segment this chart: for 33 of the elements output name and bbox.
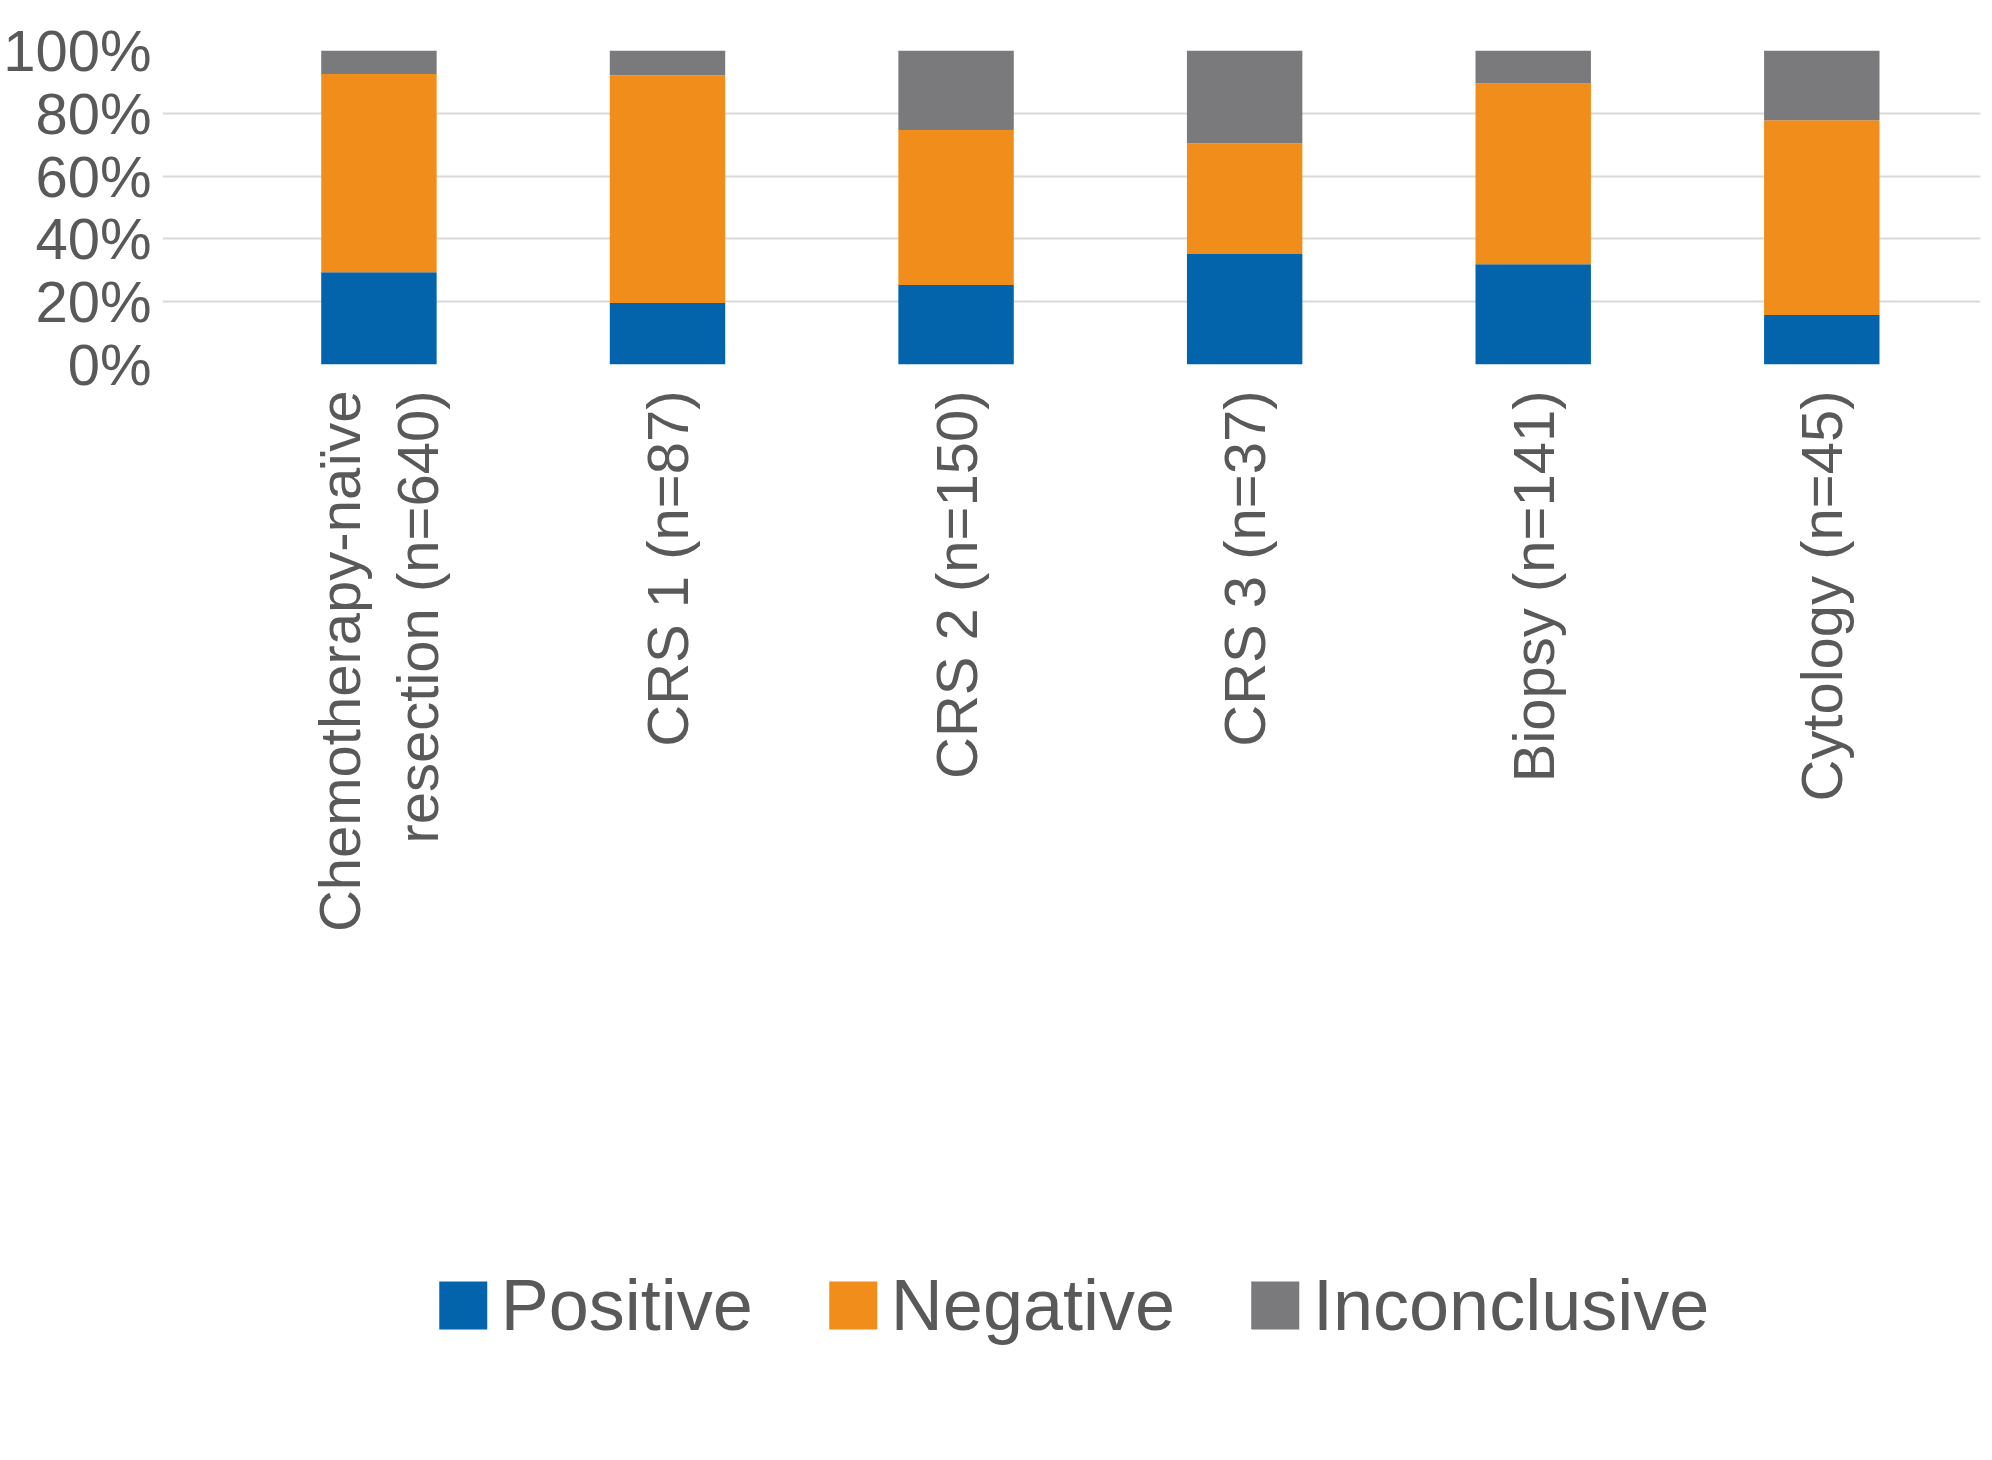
bar bbox=[898, 50, 1014, 130]
bar bbox=[609, 302, 726, 365]
bar bbox=[1764, 120, 1880, 315]
bar bbox=[1475, 83, 1591, 265]
bar bbox=[1764, 50, 1880, 121]
y-tick-label: 20% bbox=[35, 269, 152, 335]
x-tick-label: Chemotherapy-naïve resection (n=640) bbox=[307, 390, 451, 933]
x-tick-label: CRS 1 (n=87) bbox=[635, 390, 700, 747]
x-tick-label: CRS 3 (n=37) bbox=[1212, 390, 1278, 747]
bar bbox=[321, 272, 437, 365]
bar bbox=[1764, 314, 1880, 365]
bar bbox=[321, 50, 437, 75]
x-tick-label: Cytology (n=45) bbox=[1789, 390, 1855, 802]
bar bbox=[1475, 264, 1591, 365]
y-tick-label: 100% bbox=[3, 18, 152, 83]
x-tick-label: Biopsy (n=141) bbox=[1500, 390, 1566, 783]
y-tick-label: 0% bbox=[67, 332, 152, 397]
bar bbox=[898, 129, 1014, 286]
bar bbox=[1186, 50, 1303, 144]
bar bbox=[1186, 143, 1303, 254]
legend-label: Negative bbox=[890, 1263, 1176, 1346]
bar bbox=[321, 74, 437, 273]
bar bbox=[898, 285, 1014, 365]
bar bbox=[1186, 253, 1303, 365]
x-tick-label: CRS 2 (n=150) bbox=[923, 390, 989, 779]
y-tick-label: 60% bbox=[35, 143, 152, 209]
bar bbox=[1475, 50, 1591, 84]
y-tick-label: 80% bbox=[35, 80, 152, 146]
bar bbox=[609, 75, 726, 303]
legend-label: Positive bbox=[500, 1263, 753, 1346]
bar bbox=[609, 50, 726, 76]
legend-label: Inconclusive bbox=[1313, 1263, 1710, 1346]
y-tick-label: 40% bbox=[35, 206, 152, 272]
